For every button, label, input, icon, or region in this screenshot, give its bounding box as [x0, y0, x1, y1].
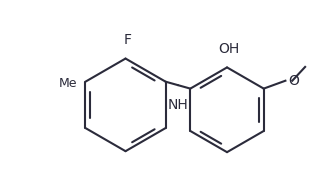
Text: OH: OH [218, 42, 240, 56]
Text: NH: NH [168, 98, 188, 112]
Text: F: F [124, 33, 131, 47]
Text: O: O [289, 74, 299, 88]
Text: Me: Me [59, 77, 78, 90]
